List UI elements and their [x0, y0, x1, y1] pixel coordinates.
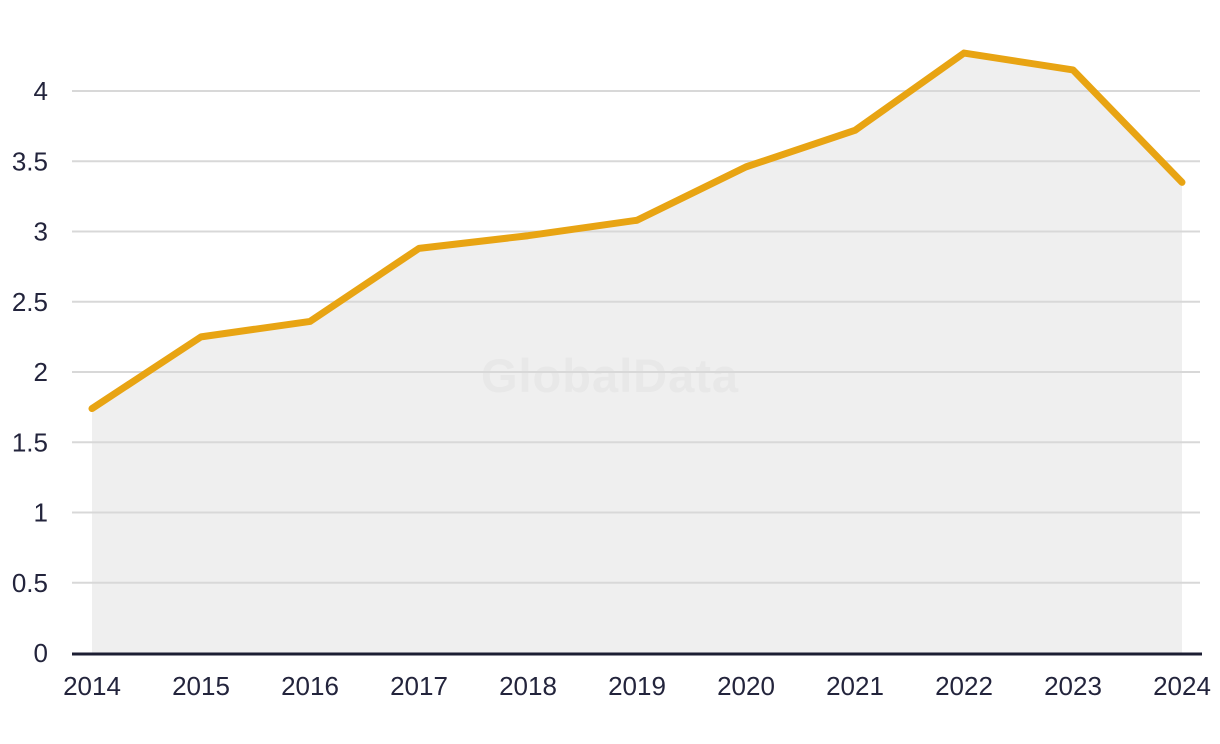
x-axis-labels: 2014 2015 2016 2017 2018 2019 2020 2021 2022 2023…: [63, 671, 1211, 701]
watermark-text: GlobalData: [481, 349, 739, 402]
x-tick-label-2018: 2018: [499, 671, 557, 701]
y-tick-label-1: 1: [34, 498, 48, 528]
x-tick-label-2024: 2024: [1153, 671, 1211, 701]
y-tick-label-0: 0: [34, 638, 48, 668]
x-tick-label-2017: 2017: [390, 671, 448, 701]
trend-line-layer: [88, 49, 1186, 413]
series-area-fill: [92, 53, 1182, 653]
x-tick-label-2014: 2014: [63, 671, 121, 701]
area-fill-layer: [92, 53, 1182, 653]
y-tick-label-1.5: 1.5: [12, 427, 48, 457]
y-axis-labels: 0 0.5 1 1.5 2 2.5 3 3.5 4: [12, 76, 48, 668]
x-tick-label-2020: 2020: [717, 671, 775, 701]
y-tick-label-0.5: 0.5: [12, 568, 48, 598]
y-tick-label-2.5: 2.5: [12, 287, 48, 317]
y-tick-label-3.5: 3.5: [12, 146, 48, 176]
y-tick-label-4: 4: [34, 76, 48, 106]
gridlines-layer: [72, 90, 1200, 584]
y-tick-label-3: 3: [34, 217, 48, 247]
x-tick-label-2015: 2015: [172, 671, 230, 701]
x-tick-label-2021: 2021: [826, 671, 884, 701]
x-tick-label-2016: 2016: [281, 671, 339, 701]
x-tick-label-2023: 2023: [1044, 671, 1102, 701]
y-tick-label-2: 2: [34, 357, 48, 387]
x-tick-label-2022: 2022: [935, 671, 993, 701]
x-tick-label-2019: 2019: [608, 671, 666, 701]
series-trend-line: [88, 49, 1186, 413]
